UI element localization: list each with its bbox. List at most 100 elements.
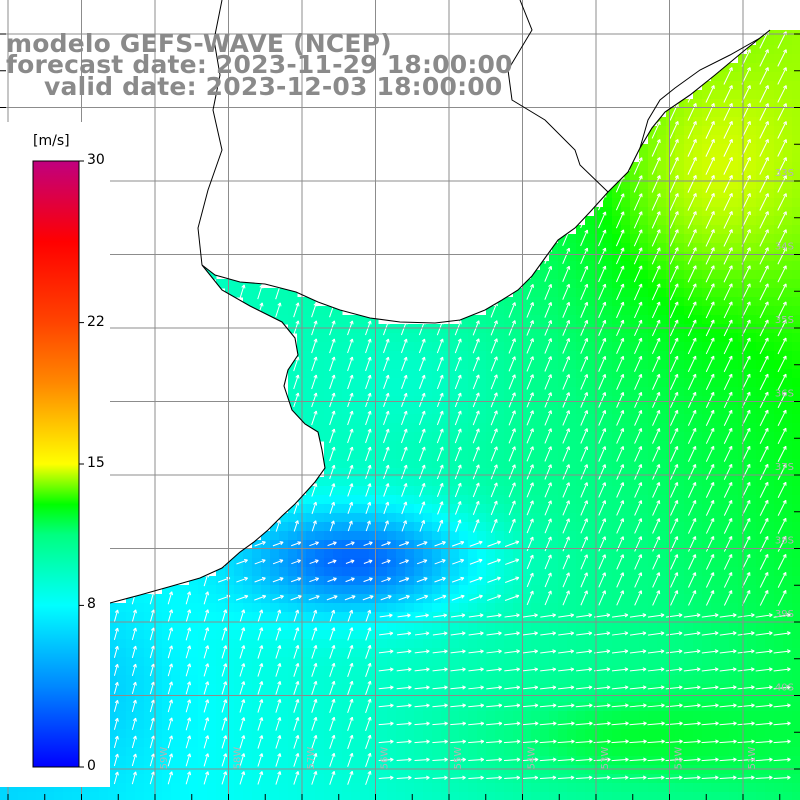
field-cell — [441, 432, 451, 442]
field-cell — [594, 693, 604, 703]
field-cell — [783, 396, 793, 406]
wind-arrow — [418, 338, 426, 354]
field-cell — [765, 747, 775, 757]
field-cell — [765, 522, 775, 532]
field-cell — [270, 567, 280, 577]
field-cell — [747, 558, 757, 568]
field-cell — [648, 495, 658, 505]
field-cell — [396, 675, 406, 685]
field-cell — [630, 639, 640, 649]
field-cell — [729, 603, 739, 613]
field-cell — [612, 747, 622, 757]
field-cell — [675, 405, 685, 415]
field-cell — [477, 369, 487, 379]
field-cell — [198, 747, 208, 757]
field-cell — [144, 792, 154, 800]
field-cell — [729, 306, 739, 316]
field-cell — [774, 594, 784, 604]
field-cell — [351, 486, 361, 496]
field-cell — [342, 621, 352, 631]
field-cell — [387, 441, 397, 451]
field-cell — [315, 675, 325, 685]
field-cell — [594, 261, 604, 271]
field-cell — [594, 495, 604, 505]
field-cell — [504, 657, 514, 667]
field-cell — [549, 369, 559, 379]
field-cell — [126, 612, 136, 622]
field-cell — [603, 639, 613, 649]
field-cell — [189, 603, 199, 613]
field-cell — [702, 423, 712, 433]
field-cell — [405, 792, 415, 800]
field-cell — [747, 63, 757, 73]
field-cell — [576, 396, 586, 406]
field-cell — [513, 288, 523, 298]
field-cell — [747, 657, 757, 667]
field-cell — [720, 198, 730, 208]
field-cell — [126, 765, 136, 775]
field-cell — [630, 603, 640, 613]
field-cell — [657, 657, 667, 667]
field-cell — [468, 729, 478, 739]
field-cell — [756, 108, 766, 118]
field-cell — [567, 261, 577, 271]
field-cell — [648, 270, 658, 280]
field-cell — [225, 279, 235, 289]
field-cell — [279, 720, 289, 730]
field-cell — [783, 261, 793, 271]
field-cell — [486, 423, 496, 433]
field-cell — [387, 765, 397, 775]
field-cell — [360, 747, 370, 757]
field-cell — [576, 441, 586, 451]
field-cell — [126, 756, 136, 766]
field-cell — [558, 261, 568, 271]
field-cell — [171, 666, 181, 676]
field-cell — [495, 558, 505, 568]
field-cell — [306, 693, 316, 703]
field-cell — [666, 387, 676, 397]
field-cell — [513, 369, 523, 379]
field-cell — [747, 90, 757, 100]
field-cell — [252, 567, 262, 577]
field-cell — [522, 792, 532, 800]
field-cell — [765, 531, 775, 541]
field-cell — [720, 243, 730, 253]
field-cell — [720, 495, 730, 505]
field-cell — [648, 162, 658, 172]
field-cell — [630, 522, 640, 532]
field-cell — [783, 279, 793, 289]
field-cell — [684, 747, 694, 757]
field-cell — [351, 432, 361, 442]
field-cell — [423, 414, 433, 424]
field-cell — [369, 693, 379, 703]
field-cell — [792, 729, 800, 739]
field-cell — [729, 459, 739, 469]
wind-arrow — [400, 338, 408, 354]
field-cell — [684, 756, 694, 766]
field-cell — [603, 288, 613, 298]
field-cell — [414, 504, 424, 514]
field-cell — [216, 783, 226, 793]
wind-arrow — [669, 355, 679, 373]
field-cell — [486, 315, 496, 325]
field-cell — [243, 666, 253, 676]
field-cell — [540, 306, 550, 316]
field-cell — [729, 657, 739, 667]
field-cell — [774, 576, 784, 586]
field-cell — [693, 288, 703, 298]
field-cell — [144, 594, 154, 604]
field-cell — [405, 504, 415, 514]
field-cell — [387, 477, 397, 487]
field-cell — [621, 414, 631, 424]
field-cell — [756, 198, 766, 208]
field-cell — [423, 423, 433, 433]
field-cell — [747, 135, 757, 145]
field-cell — [756, 342, 766, 352]
field-cell — [351, 729, 361, 739]
field-cell — [495, 522, 505, 532]
wind-arrow — [651, 265, 661, 283]
field-cell — [765, 567, 775, 577]
field-cell — [783, 792, 793, 800]
field-cell — [729, 558, 739, 568]
field-cell — [522, 495, 532, 505]
